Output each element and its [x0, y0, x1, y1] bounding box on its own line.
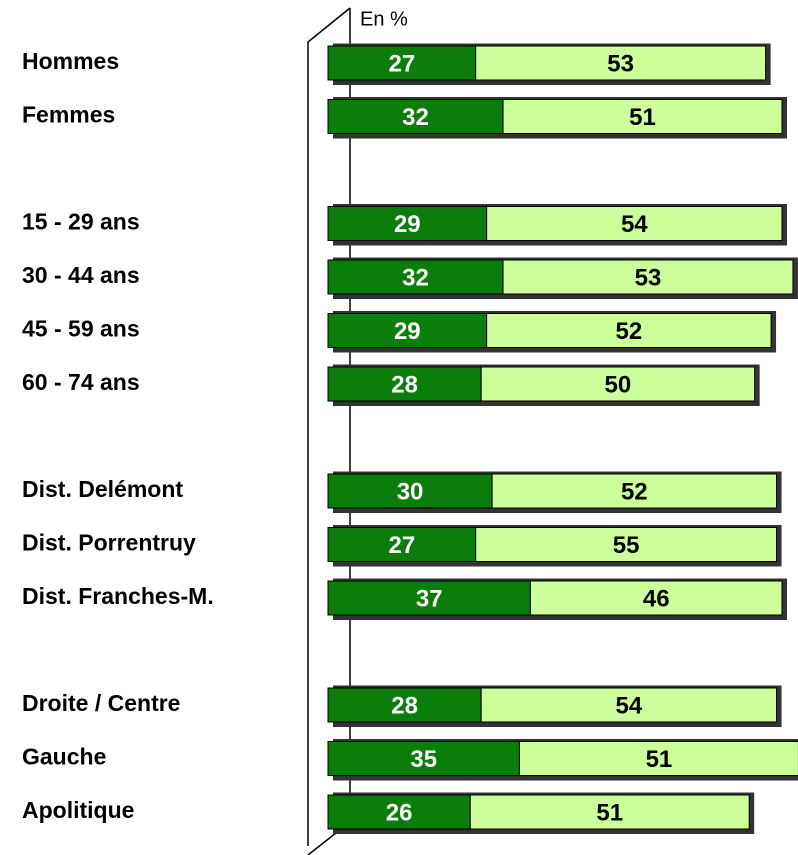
- value-label: 28: [391, 371, 418, 398]
- value-label: 51: [629, 104, 656, 131]
- value-label: 55: [613, 532, 640, 559]
- unit-label: En %: [360, 8, 408, 30]
- value-label: 32: [402, 104, 429, 131]
- value-label: 52: [621, 478, 648, 505]
- value-label: 54: [615, 692, 642, 719]
- category-label: 15 - 29 ans: [22, 209, 140, 235]
- bar-segment: [327, 687, 482, 723]
- value-label: 53: [607, 50, 634, 77]
- bar-segment: [469, 794, 750, 830]
- bar-segment: [327, 99, 504, 134]
- value-label: 28: [391, 692, 418, 719]
- bar-segment: [327, 366, 482, 402]
- value-label: 26: [386, 799, 413, 826]
- bar-segment: [491, 473, 778, 509]
- value-label: 51: [646, 746, 673, 773]
- value-label: 51: [596, 799, 623, 826]
- bar-segment: [502, 99, 783, 134]
- category-label: 30 - 44 ans: [22, 262, 140, 288]
- value-label: 46: [643, 585, 670, 612]
- value-label: 53: [635, 264, 662, 291]
- category-label: Hommes: [22, 48, 119, 74]
- value-label: 32: [402, 264, 429, 291]
- category-label: Gauche: [22, 744, 106, 770]
- category-label: Dist. Porrentruy: [22, 530, 196, 556]
- category-label: Femmes: [22, 102, 115, 128]
- value-label: 30: [397, 478, 424, 505]
- category-label: Dist. Franches-M.: [22, 583, 214, 609]
- value-label: 27: [388, 532, 415, 559]
- axis-wall: [307, 7, 351, 846]
- category-label: 45 - 59 ans: [22, 316, 140, 342]
- bar-segment: [327, 794, 471, 830]
- value-label: 29: [394, 318, 421, 345]
- value-label: 50: [605, 371, 632, 398]
- bar-segment: [327, 741, 520, 776]
- bar-segment: [529, 580, 783, 616]
- value-label: 52: [615, 318, 642, 345]
- bar-segment: [475, 527, 778, 562]
- value-label: 35: [410, 746, 437, 773]
- bar-segment: [486, 313, 772, 348]
- bar-segment: [486, 206, 783, 241]
- bar-segment: [480, 687, 778, 723]
- value-label: 27: [388, 50, 415, 77]
- value-label: 29: [394, 211, 421, 238]
- bar-segment: [502, 259, 794, 295]
- bar-segment: [518, 741, 798, 776]
- bar-segment: [327, 580, 531, 616]
- value-label: 37: [416, 585, 443, 612]
- bar-segment: [327, 527, 477, 562]
- value-label: 54: [621, 211, 648, 238]
- bar-segment: [327, 259, 504, 295]
- category-label: 60 - 74 ans: [22, 369, 140, 395]
- bar-segment: [475, 45, 767, 81]
- category-label: Dist. Delémont: [22, 476, 183, 502]
- bar-segment: [480, 366, 756, 402]
- category-label: Apolitique: [22, 797, 134, 823]
- bar-segment: [327, 45, 477, 81]
- category-label: Droite / Centre: [22, 690, 180, 716]
